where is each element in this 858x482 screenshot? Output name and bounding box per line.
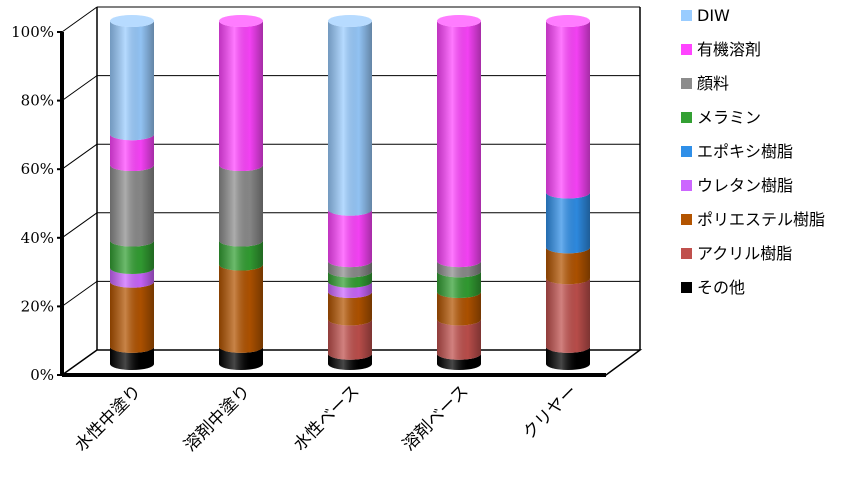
bar-top-cap: [110, 15, 154, 27]
x-tick-label: クリヤー: [519, 381, 581, 443]
legend-label: ポリエステル樹脂: [697, 210, 825, 229]
bar-segment-shade: [219, 21, 263, 172]
legend-item: その他: [681, 278, 745, 297]
legend-swatch: [681, 248, 692, 259]
x-tick-label: 溶剤ベース: [399, 381, 473, 455]
bar-segment-shade: [437, 261, 481, 278]
bar-segment-shade: [219, 346, 263, 370]
bar-column: [437, 15, 481, 370]
bar-top-cap: [219, 15, 263, 27]
gridline-depth: [61, 6, 98, 33]
legend-swatch: [681, 44, 692, 55]
x-tick-label: 水性ベース: [290, 381, 364, 455]
bar-segment-shade: [546, 278, 590, 353]
bar-segment-shade: [546, 21, 590, 199]
legend-label: 顔料: [697, 74, 729, 93]
bar-top-cap: [328, 15, 372, 27]
x-tick-label: 溶剤中塗り: [180, 381, 255, 456]
legend-item: メラミン: [681, 108, 761, 127]
y-tick-label: 20%: [21, 297, 54, 315]
bar-segment-shade: [328, 281, 372, 298]
bar-segment-shade: [219, 165, 263, 247]
y-tick-label: 0%: [30, 366, 54, 384]
bar-top-cap: [546, 15, 590, 27]
legend-swatch: [681, 146, 692, 157]
bar-column: [110, 15, 154, 370]
legend-swatch: [681, 282, 692, 293]
legend-label: メラミン: [697, 108, 761, 127]
y-tick-label: 100%: [11, 23, 54, 41]
legend-label: エポキシ樹脂: [697, 142, 793, 161]
bar-segment-shade: [437, 21, 481, 268]
bar-segment-shade: [328, 261, 372, 278]
legend-item: エポキシ樹脂: [681, 142, 793, 161]
y-tick-label: 40%: [21, 229, 54, 247]
legend-item: アクリル樹脂: [681, 244, 792, 263]
bar-segment-shade: [219, 264, 263, 353]
bars: [110, 15, 590, 370]
legend: DIW 有機溶剤顔料メラミンエポキシ樹脂ウレタン樹脂ポリエステル樹脂アクリル樹脂そ…: [681, 6, 825, 297]
bar-top-cap-highlight: [328, 15, 372, 27]
y-axis: 0% 20% 40% 60% 80% 100%: [11, 23, 606, 384]
legend-label: その他: [697, 278, 745, 297]
bar-segment-shade: [110, 134, 154, 172]
legend-item: ウレタン樹脂: [681, 176, 793, 195]
bar-segment-shade: [219, 240, 263, 271]
bar-segment-shade: [437, 319, 481, 360]
bar-segment-shade: [110, 165, 154, 247]
legend-swatch: [681, 180, 692, 191]
bar-segment-shade: [110, 281, 154, 353]
gridline-depth: [61, 212, 98, 239]
legend-swatch: [681, 214, 692, 225]
bar-column: [219, 15, 263, 370]
bar-segment-shade: [328, 209, 372, 268]
legend-label: アクリル樹脂: [697, 244, 792, 263]
bar-segment-shade: [110, 346, 154, 370]
bar-segment-shade: [546, 192, 590, 254]
gridline-depth: [61, 75, 98, 102]
bar-segment-shade: [546, 247, 590, 285]
y-tick-label: 80%: [21, 92, 54, 110]
bar-top-cap-highlight: [546, 15, 590, 27]
bar-column: [328, 15, 372, 370]
bar-segment-shade: [437, 271, 481, 298]
bar-segment-shade: [328, 291, 372, 326]
legend-label: ウレタン樹脂: [697, 176, 793, 195]
legend-swatch: [681, 112, 692, 123]
bar-segment-shade: [110, 267, 154, 288]
y-tick-label: 60%: [21, 160, 54, 178]
bar-top-cap-highlight: [110, 15, 154, 27]
bar-segment-shade: [110, 21, 154, 141]
bar-segment-shade: [328, 319, 372, 360]
bar-top-cap-highlight: [219, 15, 263, 27]
x-tick-label: 水性中塗り: [71, 381, 146, 456]
legend-swatch: [681, 78, 692, 89]
legend-label: DIW: [697, 6, 730, 25]
legend-item: DIW: [681, 6, 730, 25]
legend-label: 有機溶剤: [697, 40, 761, 59]
bar-segment-shade: [328, 271, 372, 288]
legend-item: 顔料: [681, 74, 729, 93]
bar-segment-shade: [328, 21, 372, 216]
bar-segment-shade: [437, 353, 481, 370]
legend-item: ポリエステル樹脂: [681, 210, 825, 229]
legend-item: 有機溶剤: [681, 40, 761, 59]
bar-top-cap: [437, 15, 481, 27]
legend-swatch: [681, 10, 692, 21]
bar-segment-shade: [328, 353, 372, 370]
bar-top-cap-highlight: [437, 15, 481, 27]
bar-segment-shade: [110, 240, 154, 274]
bar-segment-shade: [546, 346, 590, 370]
gridline-depth: [61, 280, 98, 307]
x-axis: 水性中塗り 溶剤中塗り 水性ベース 溶剤ベース クリヤー: [71, 381, 582, 456]
bar-column: [546, 15, 590, 370]
gridline-depth: [61, 143, 98, 170]
bar-segment-shade: [437, 291, 481, 326]
